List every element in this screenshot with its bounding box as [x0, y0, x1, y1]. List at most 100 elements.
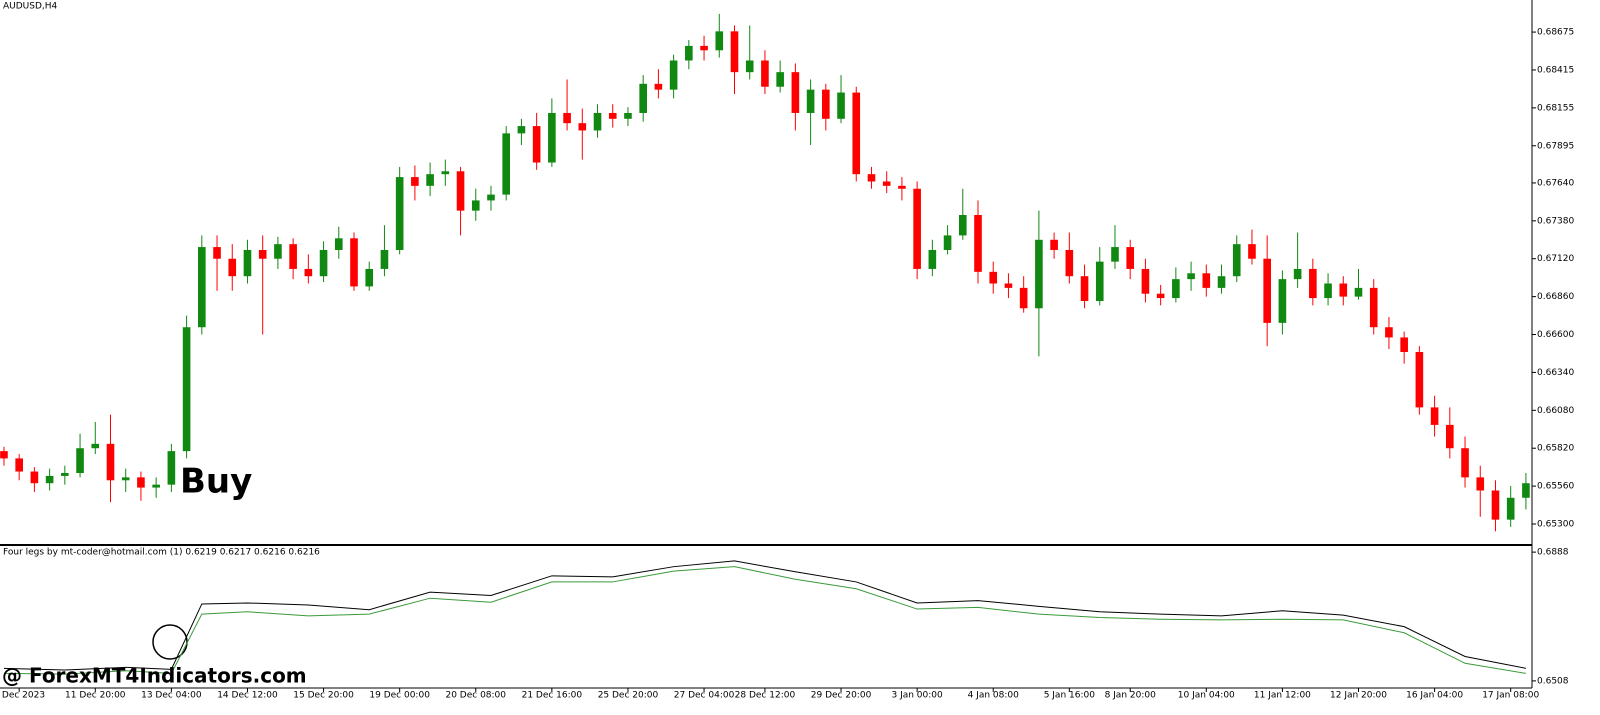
candle-body [548, 112, 556, 163]
candle-body [1035, 239, 1043, 309]
candle-body [411, 177, 419, 186]
candle-body [1354, 287, 1363, 297]
candle-body [395, 177, 404, 250]
candle-body [882, 181, 891, 186]
candle-body [1111, 247, 1119, 262]
x-tick-label: 17 Jan 08:00 [1482, 691, 1539, 701]
x-tick-label: 25 Dec 20:00 [598, 691, 659, 701]
candle-body [943, 235, 952, 250]
y-tick-label: 0.67895 [1537, 141, 1574, 151]
candle-body [989, 271, 998, 284]
candle-body [91, 443, 100, 449]
candle-body [0, 451, 8, 459]
candle-body [563, 112, 571, 124]
candle-body [593, 112, 602, 131]
candle-body [974, 214, 982, 272]
candle-body [867, 174, 876, 182]
candle-body [1430, 407, 1439, 425]
candle-body [1187, 273, 1195, 280]
y-tick-label: 0.67120 [1537, 254, 1574, 264]
candle-body [502, 133, 511, 195]
candle-body [1080, 276, 1089, 301]
x-tick-label: 5 Jan 16:00 [1044, 691, 1096, 701]
candle-body [761, 60, 769, 87]
candle-body [1141, 268, 1150, 294]
x-tick-label: 27 Dec 04:00 [674, 691, 735, 701]
candle-body [61, 472, 69, 476]
candle-body [1202, 273, 1211, 288]
candle-body [167, 451, 176, 485]
y-tick-label: 0.66600 [1537, 330, 1574, 340]
candle-body [654, 83, 663, 90]
candle-body [669, 60, 678, 90]
candle-body [1232, 244, 1241, 277]
x-tick-label: 11 Dec 20:00 [65, 691, 126, 701]
y-tick-label: 0.66860 [1537, 292, 1574, 302]
candle-body [380, 249, 389, 269]
candle-body [350, 238, 358, 287]
x-tick-label: 8 Dec 2023 [0, 691, 45, 701]
candle-body [1415, 352, 1424, 408]
candle-body [334, 238, 343, 250]
y-tick-label: 0.67380 [1537, 216, 1574, 226]
candle-body [1050, 239, 1058, 250]
candle-body [1522, 483, 1530, 498]
candle-body [213, 247, 221, 259]
candle-body [852, 92, 861, 175]
y-tick-label: 0.66080 [1537, 406, 1574, 416]
watermark: @ ForexMT4Indicators.com [2, 664, 307, 688]
x-tick-label: 10 Jan 04:00 [1178, 691, 1235, 701]
candle-body [456, 171, 465, 211]
candle-body [928, 249, 937, 269]
y-tick-label: 0.65300 [1537, 520, 1574, 530]
candle-body [1126, 247, 1135, 269]
candle-body [76, 448, 84, 473]
candle-body [258, 249, 267, 259]
x-tick-label: 11 Jan 12:00 [1254, 691, 1311, 701]
x-tick-label: 19 Dec 00:00 [369, 691, 430, 701]
candle-body [578, 123, 587, 131]
candle-body [1248, 244, 1256, 259]
x-tick-label: 3 Jan 00:00 [891, 691, 943, 701]
y-tick-label: 0.68415 [1537, 65, 1574, 75]
x-tick-label: 14 Dec 12:00 [217, 691, 278, 701]
buy-label: Buy [180, 462, 252, 502]
candle-body [182, 327, 191, 452]
indicator-line [3, 560, 1527, 671]
candle-body [274, 244, 282, 259]
candle-body [913, 188, 921, 269]
candle-body [1095, 261, 1104, 301]
candle-body [152, 484, 160, 488]
candle-body [1446, 424, 1454, 449]
candle-body [1369, 287, 1378, 328]
candle-body [471, 200, 480, 211]
x-tick-label: 29 Dec 20:00 [811, 691, 872, 701]
x-tick-label: 20 Dec 08:00 [445, 691, 506, 701]
y-tick-label: 0.68675 [1537, 28, 1574, 38]
y-tick-label: 0.65820 [1537, 444, 1574, 454]
candle-body [365, 268, 374, 287]
candle-body [304, 268, 313, 277]
candle-body [700, 45, 708, 51]
candle-body [1506, 497, 1515, 520]
candle-body [487, 194, 495, 201]
candle-body [319, 249, 328, 277]
candle-body [1491, 490, 1500, 520]
candle-body [822, 89, 830, 119]
x-tick-label: 15 Dec 20:00 [293, 691, 354, 701]
candle-body [837, 92, 845, 119]
candle-body [1217, 276, 1226, 288]
candle-body [1263, 258, 1271, 323]
indicator-title: Four legs by mt-coder@hotmail.com (1) 0.… [3, 548, 320, 558]
candle-body [1156, 293, 1165, 299]
candle-body [1293, 268, 1302, 280]
candle-body [15, 458, 23, 472]
candle-body [517, 126, 526, 134]
candle-body [1309, 268, 1317, 299]
candle-body [106, 443, 115, 481]
x-tick-label: 28 Dec 12:00 [735, 691, 796, 701]
indicator-line [3, 566, 1526, 675]
